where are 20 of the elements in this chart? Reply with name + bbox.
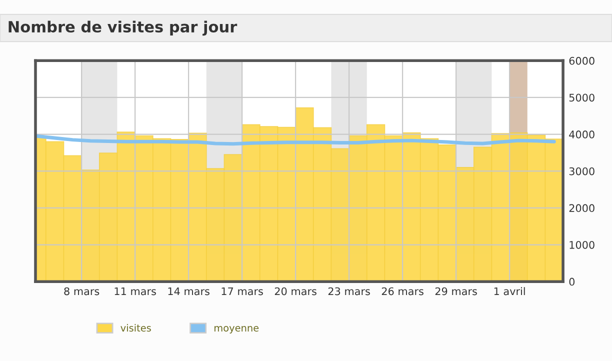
y-tick-label: 3000 bbox=[569, 167, 594, 176]
y-tick-label: 4000 bbox=[569, 130, 594, 138]
x-tick-label: 26 mars bbox=[382, 287, 424, 296]
x-tick-label: 14 mars bbox=[168, 287, 210, 296]
chart-title: Nombre de visites par jour bbox=[8, 20, 238, 36]
x-tick-label: 29 mars bbox=[435, 287, 477, 296]
x-tick-label: 11 mars bbox=[114, 287, 156, 296]
y-tick-label: 2000 bbox=[569, 204, 594, 212]
line-series bbox=[35, 134, 556, 146]
x-tick-label: 17 mars bbox=[222, 287, 263, 296]
y-tick-label: 6000 bbox=[569, 56, 594, 65]
x-tick-label: 20 mars bbox=[274, 287, 316, 296]
legend-label: moyenne bbox=[214, 326, 259, 334]
x-tick-label: 8 mars bbox=[64, 287, 100, 296]
legend-label: visites bbox=[120, 324, 151, 332]
x-tick-label: 1 avril bbox=[494, 287, 525, 296]
y-tick-label: 5000 bbox=[569, 94, 594, 102]
y-tick-label: 1000 bbox=[570, 240, 594, 249]
x-tick-label: 23 mars bbox=[328, 287, 370, 296]
y-tick-label: 0 bbox=[569, 278, 575, 286]
